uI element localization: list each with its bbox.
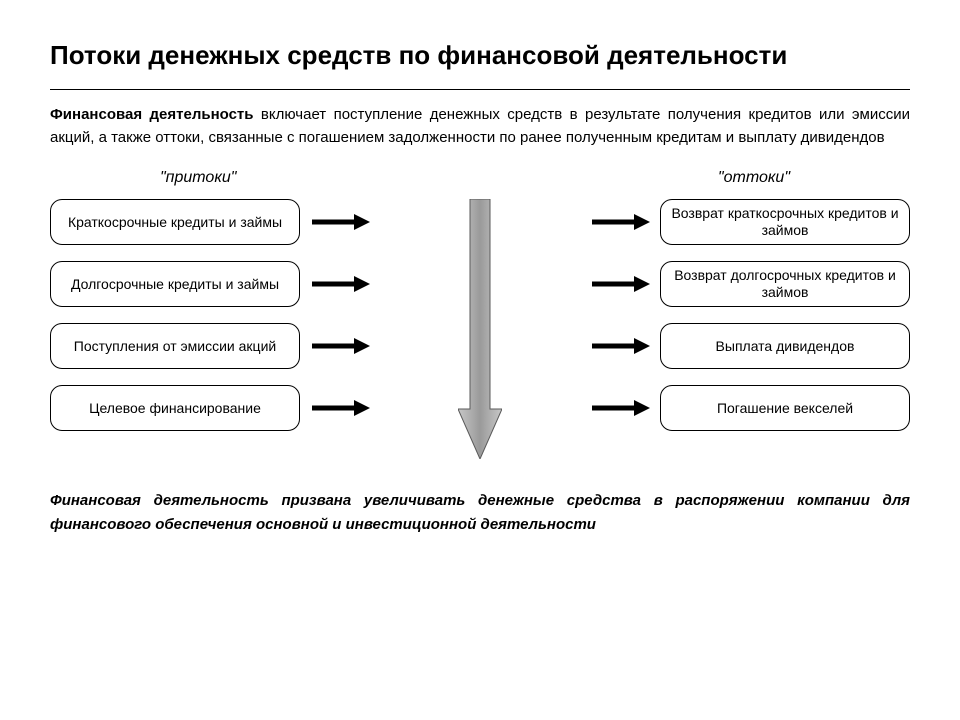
inflow-box-2: Поступления от эмиссии акций	[50, 323, 300, 369]
inflow-box-0: Краткосрочные кредиты и займы	[50, 199, 300, 245]
arrow-right-icon	[590, 212, 650, 232]
flow-diagram: "притоки" "оттоки" Краткосрочные кредиты…	[50, 169, 910, 469]
outflows-label: "оттоки"	[718, 169, 790, 187]
intro-paragraph: Финансовая деятельность включает поступл…	[50, 104, 910, 149]
page-title: Потоки денежных средств по финансовой де…	[50, 40, 910, 71]
outflow-box-0: Возврат краткосрочных кредитов и займов	[660, 199, 910, 245]
arrow-right-icon	[310, 398, 370, 418]
arrow-right-icon	[590, 274, 650, 294]
arrow-right-icon	[590, 398, 650, 418]
outflow-box-1: Возврат долгосрочных кредитов и займов	[660, 261, 910, 307]
inflows-label: "притоки"	[160, 169, 236, 187]
footer-paragraph: Финансовая деятельность призвана увеличи…	[50, 489, 910, 537]
arrow-right-icon	[590, 336, 650, 356]
arrow-right-icon	[310, 274, 370, 294]
arrow-right-icon	[310, 212, 370, 232]
divider	[50, 89, 910, 90]
outflow-box-2: Выплата дивидендов	[660, 323, 910, 369]
arrow-right-icon	[310, 336, 370, 356]
outflow-box-3: Погашение векселей	[660, 385, 910, 431]
inflow-box-3: Целевое финансирование	[50, 385, 300, 431]
center-down-arrow-icon	[458, 199, 502, 459]
intro-bold: Финансовая деятельность	[50, 106, 254, 123]
inflow-box-1: Долгосрочные кредиты и займы	[50, 261, 300, 307]
